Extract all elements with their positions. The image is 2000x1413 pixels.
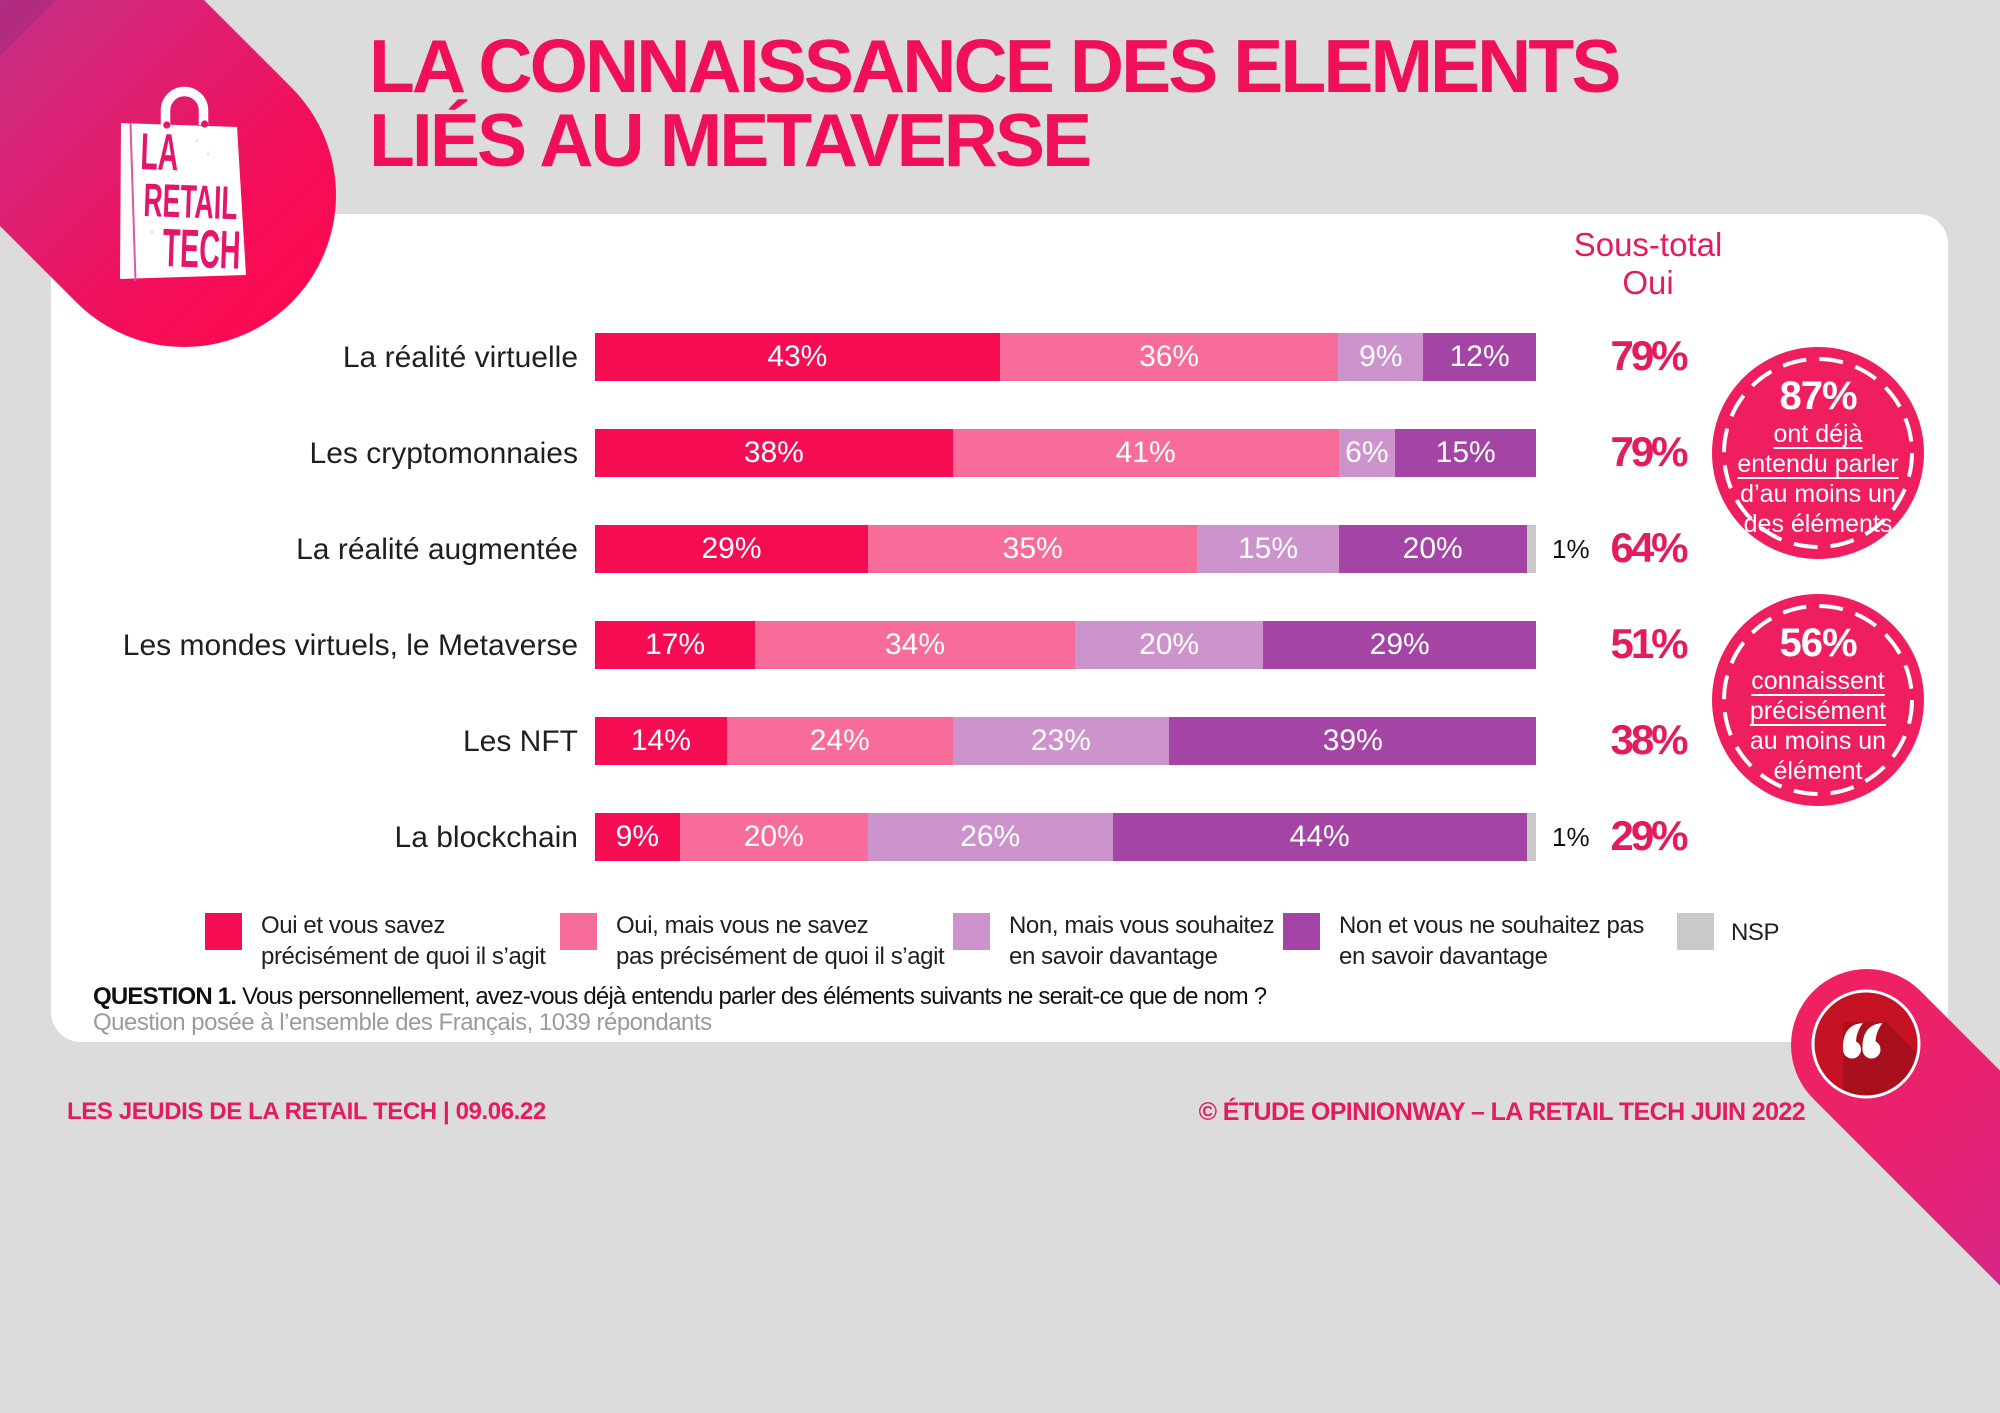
svg-text:LA: LA: [140, 123, 180, 182]
svg-text:TECH: TECH: [162, 218, 242, 281]
svg-text:RETAIL: RETAIL: [143, 173, 239, 229]
